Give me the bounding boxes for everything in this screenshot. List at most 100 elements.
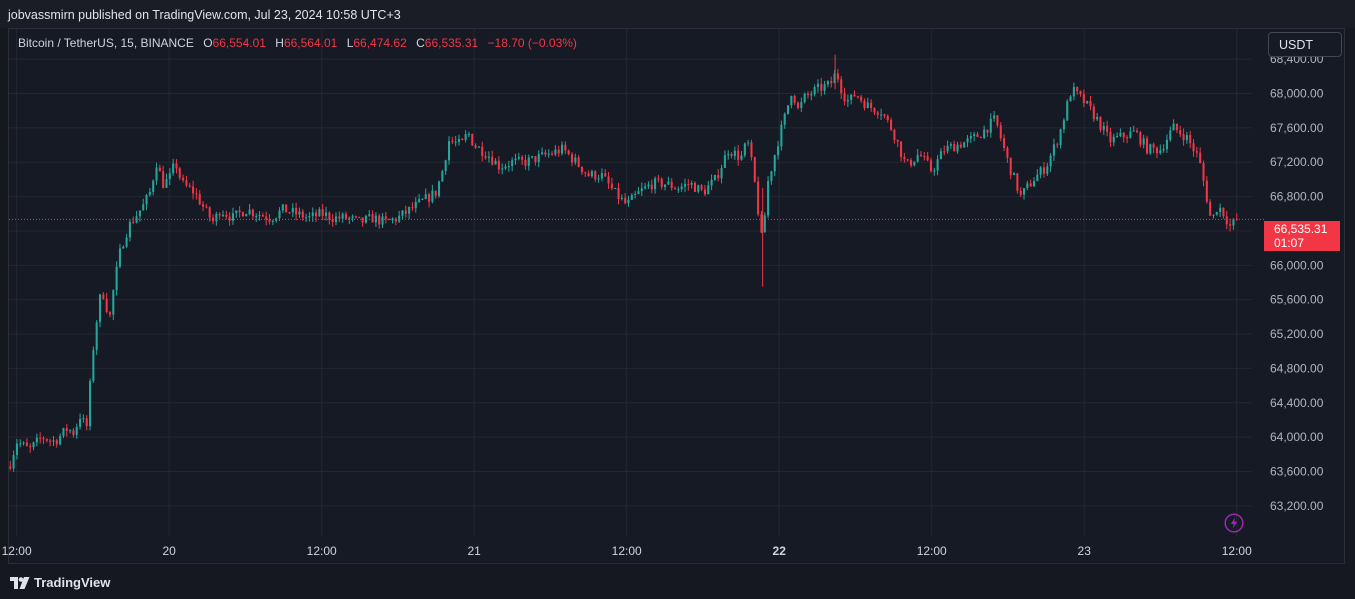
candle-body [1056, 144, 1059, 146]
candle-body [826, 81, 829, 85]
legend-close-value: 66,535.31 [424, 36, 479, 50]
candle-body [1062, 120, 1065, 130]
candle-body [1022, 188, 1026, 195]
candle-body [281, 204, 284, 211]
candle-body [381, 216, 384, 225]
candle-body [1039, 167, 1042, 175]
candle-body [856, 96, 859, 98]
candle-body [1029, 183, 1032, 187]
candle-body [158, 167, 161, 172]
candle-body [1139, 132, 1142, 145]
candle-body [1099, 116, 1102, 130]
candle-body [451, 141, 454, 143]
chart-frame[interactable] [8, 28, 1345, 564]
candle-body [398, 215, 401, 222]
candle-body [49, 440, 52, 442]
candle-body [909, 160, 913, 166]
candle-body [125, 237, 128, 247]
x-tick-label: 12:00 [2, 544, 32, 558]
candle-body [820, 83, 823, 91]
candle-body [1036, 174, 1039, 182]
candle-body [919, 154, 923, 157]
candle-body [664, 184, 667, 188]
candle-body [890, 120, 893, 131]
candle-body [1092, 106, 1095, 120]
candle-body [953, 144, 956, 152]
candle-body [484, 156, 487, 158]
candle-body [285, 204, 288, 213]
candle-body [667, 181, 670, 185]
candle-body [979, 136, 982, 138]
candle-body [1152, 144, 1155, 148]
candle-body [570, 154, 574, 163]
candle-body [524, 159, 527, 166]
candle-body [1175, 123, 1178, 131]
candle-body [1079, 91, 1082, 95]
y-tick-label: 67,200.00 [1270, 155, 1324, 169]
currency-button[interactable]: USDT [1268, 32, 1342, 57]
candle-body [441, 171, 444, 182]
candle-body [464, 134, 467, 140]
candle-body [182, 177, 185, 181]
candle-body [255, 215, 258, 217]
candle-body [142, 204, 145, 211]
candle-body [461, 139, 464, 141]
candle-body [447, 141, 451, 161]
legend-open-value: 66,554.01 [212, 36, 266, 50]
candle-body [344, 213, 348, 219]
candle-body [866, 102, 869, 109]
y-tick-label: 66,000.00 [1270, 258, 1324, 272]
candle-body [630, 194, 633, 200]
candle-body [1009, 157, 1012, 176]
candle-body [986, 129, 989, 133]
candle-body [487, 156, 490, 158]
candle-body [301, 211, 304, 218]
candle-body [657, 178, 660, 180]
candle-body [597, 178, 600, 180]
candle-body [25, 442, 28, 447]
candle-body [1042, 167, 1045, 174]
ohlc-legend: Bitcoin / TetherUS, 15, BINANCE O66,554.… [18, 36, 577, 50]
candle-body [265, 216, 268, 220]
candle-body [305, 217, 308, 219]
candle-body [1052, 144, 1055, 156]
candle-body [743, 143, 746, 156]
candle-body [1049, 155, 1052, 167]
candle-body [59, 435, 62, 445]
y-tick-label: 67,600.00 [1270, 121, 1324, 135]
y-tick-label: 64,000.00 [1270, 430, 1324, 444]
candle-body [983, 129, 986, 138]
candle-body [1205, 180, 1208, 202]
x-tick-label: 12:00 [917, 544, 947, 558]
candle-body [567, 150, 570, 155]
candle-body [98, 294, 102, 323]
y-tick-label: 65,600.00 [1270, 293, 1324, 307]
candle-body [959, 144, 962, 148]
candle-body [418, 199, 421, 202]
candlestick-chart[interactable]: 68,400.0068,000.0067,600.0067,200.0066,8… [0, 0, 1355, 566]
candle-body [85, 418, 88, 427]
candle-body [79, 418, 82, 427]
candle-body [92, 350, 95, 381]
candle-body [205, 206, 208, 208]
candle-body [883, 114, 886, 116]
y-tick-label: 63,200.00 [1270, 499, 1324, 513]
candle-body [1219, 207, 1222, 213]
candle-body [32, 442, 35, 448]
candle-body [311, 212, 314, 217]
candle-body [956, 144, 959, 152]
candle-body [172, 163, 175, 174]
candle-body [1136, 130, 1139, 133]
x-tick-label: 20 [162, 544, 176, 558]
candle-body [497, 160, 500, 170]
tradingview-logo[interactable]: TradingView [10, 575, 110, 590]
candle-body [594, 171, 597, 180]
candle-body [517, 156, 520, 159]
candle-body [1165, 139, 1168, 150]
candle-body [697, 185, 700, 192]
candle-body [823, 84, 826, 91]
lightning-bolt-icon[interactable] [1224, 513, 1244, 533]
candle-body [929, 160, 932, 172]
candle-body [610, 183, 613, 189]
candle-body [1019, 190, 1022, 195]
